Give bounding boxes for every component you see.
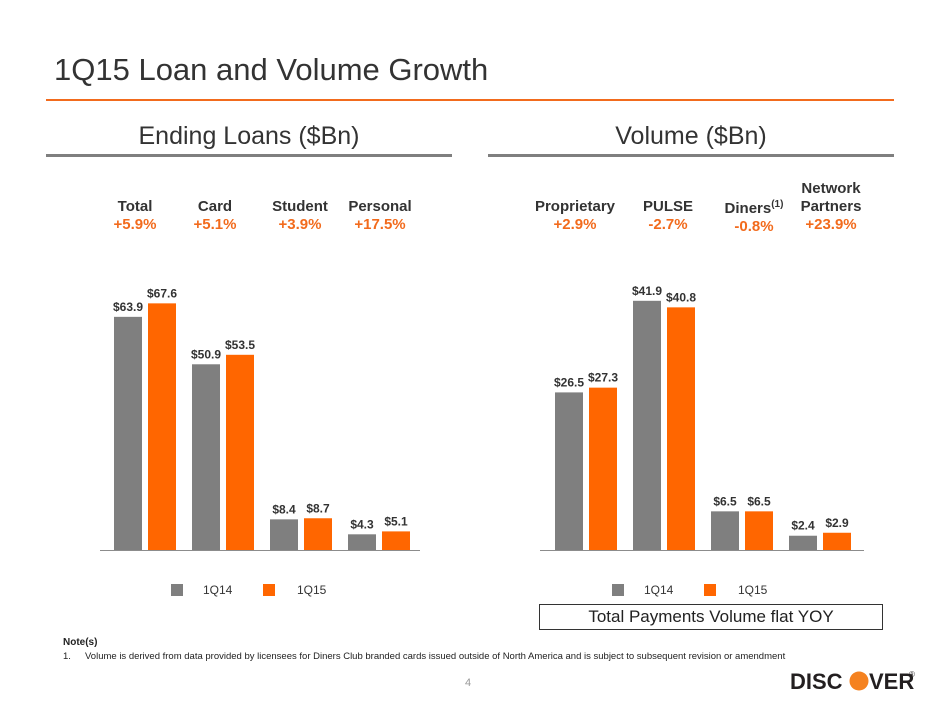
cat-growth: +3.9% [278, 216, 322, 233]
loans-cat-personal: Personal +17.5% [338, 198, 422, 234]
footnote-marker: (1) [771, 199, 784, 210]
data-label-0-2-0: $8.4 [272, 502, 296, 516]
data-label-0-1-0: $50.9 [191, 347, 221, 361]
bar-1-1-1 [667, 307, 695, 550]
loans-cat-card: Card +5.1% [180, 198, 250, 234]
legend-label-1q15: 1Q15 [297, 583, 327, 597]
logo-text-right: VER [869, 669, 914, 694]
logo-orange-circle-icon [849, 671, 869, 691]
data-label-0-3-1: $5.1 [384, 514, 408, 528]
page-title: 1Q15 Loan and Volume Growth [54, 52, 489, 87]
bar-1-0-1 [589, 387, 617, 550]
loans-cat-total: Total +5.9% [100, 198, 170, 234]
loans-heading-rule [46, 154, 452, 157]
cat-growth: -0.8% [734, 218, 774, 235]
data-label-1-1-1: $40.8 [666, 290, 696, 304]
bar-0-0-0 [114, 316, 142, 550]
bar-0-2-1 [304, 518, 332, 550]
legend-swatch-1q14 [612, 584, 624, 596]
cat-name: PULSE [642, 198, 693, 215]
loans-cat-student: Student +3.9% [262, 198, 338, 234]
bar-0-1-1 [226, 354, 254, 550]
volume-cat-proprietary: Proprietary +2.9% [528, 198, 622, 234]
cat-name: Proprietary [534, 198, 616, 215]
note-number: 1. [63, 651, 71, 662]
volume-cat-network-partners: Network Partners +23.9% [790, 180, 872, 234]
data-label-0-3-0: $4.3 [350, 517, 374, 531]
cat-name: Card [197, 198, 233, 215]
title-divider [46, 99, 894, 101]
page-number: 4 [465, 677, 472, 689]
bar-0-1-0 [192, 364, 220, 550]
total-payments-callout: Total Payments Volume flat YOY [539, 604, 883, 630]
bar-0-0-1 [148, 303, 176, 550]
cat-name: Total [117, 198, 153, 215]
bar-1-0-0 [555, 392, 583, 550]
cat-name: Personal [348, 198, 412, 215]
cat-growth: +5.9% [113, 216, 157, 233]
legend-swatch-1q15 [704, 584, 716, 596]
note-item: 1. Volume is derived from data provided b… [63, 651, 785, 662]
data-label-1-0-1: $27.3 [588, 371, 618, 385]
data-label-1-1-0: $41.9 [632, 284, 662, 298]
cat-name-text: Diners [724, 200, 772, 217]
cat-growth: +5.1% [193, 216, 237, 233]
bar-1-2-1 [745, 511, 773, 550]
notes-heading: Note(s) [63, 637, 98, 648]
data-label-0-1-1: $53.5 [225, 338, 255, 352]
cat-name: Student [272, 198, 328, 215]
data-label-1-3-0: $2.4 [791, 519, 815, 533]
bar-0-3-0 [348, 534, 376, 550]
bar-1-3-0 [789, 535, 817, 550]
bar-1-1-0 [633, 300, 661, 550]
logo-text-left: DISC [790, 669, 843, 694]
legend-label-1q14: 1Q14 [644, 583, 674, 597]
data-label-1-2-1: $6.5 [747, 494, 771, 508]
volume-cat-diners: Diners(1) -0.8% [714, 196, 794, 236]
volume-cat-pulse: PULSE -2.7% [630, 198, 706, 234]
volume-heading-rule [488, 154, 894, 157]
bar-0-3-1 [382, 531, 410, 550]
logo-registered-mark: ® [909, 670, 915, 679]
volume-heading: Volume ($Bn) [615, 122, 767, 150]
cat-name-line2: Partners [800, 198, 862, 215]
legend-label-1q15: 1Q15 [738, 583, 768, 597]
cat-name-line1: Network [801, 180, 861, 197]
cat-growth: +17.5% [354, 216, 406, 233]
data-label-0-0-1: $67.6 [147, 286, 177, 300]
bar-1-2-0 [711, 511, 739, 550]
legend-swatch-1q14 [171, 584, 183, 596]
data-label-0-0-0: $63.9 [113, 300, 143, 314]
discover-logo: DISC VER ® [790, 669, 915, 694]
data-label-1-2-0: $6.5 [713, 494, 737, 508]
note-text: Volume is derived from data provided by … [85, 651, 786, 662]
bar-0-2-0 [270, 519, 298, 550]
cat-name: Diners(1) [714, 196, 794, 218]
data-label-1-3-1: $2.9 [825, 516, 849, 530]
data-label-1-0-0: $26.5 [554, 375, 584, 389]
legend-label-1q14: 1Q14 [203, 583, 233, 597]
data-label-0-2-1: $8.7 [306, 501, 330, 515]
legend-swatch-1q15 [263, 584, 275, 596]
cat-growth: +2.9% [553, 216, 597, 233]
cat-growth: +23.9% [805, 216, 857, 233]
loans-heading: Ending Loans ($Bn) [138, 122, 360, 150]
bar-1-3-1 [823, 532, 851, 550]
cat-growth: -2.7% [648, 216, 688, 233]
